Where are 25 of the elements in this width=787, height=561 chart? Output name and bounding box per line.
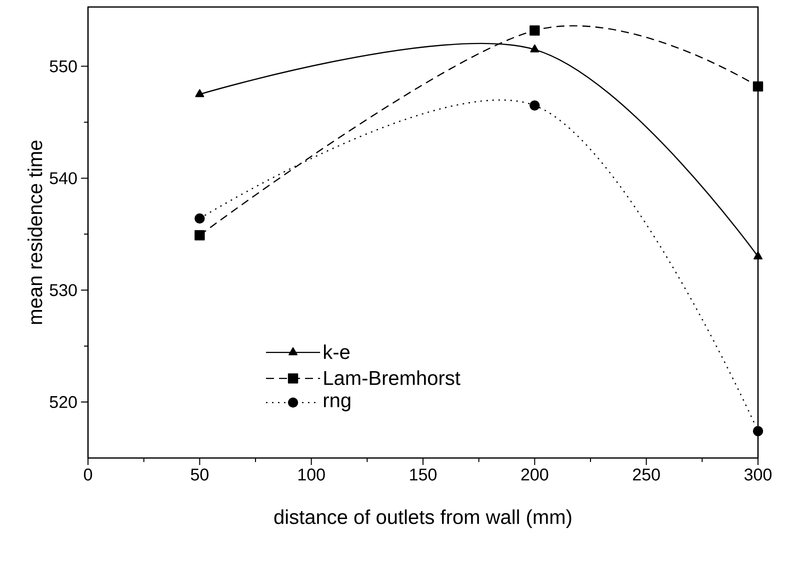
point — [530, 25, 540, 36]
y-axis-title: mean residence time — [28, 140, 42, 324]
x-axis-title: distance of outlets from wall (mm) — [274, 509, 572, 528]
point — [195, 89, 204, 98]
y-tick-label: 520 — [50, 396, 77, 408]
x-tick-label: 200 — [521, 468, 548, 481]
legend-label: rng — [324, 396, 350, 412]
x-tick-label: 0 — [84, 468, 92, 481]
x-tick-label: 300 — [744, 468, 772, 481]
legend-label: Lam-Bremhorst — [324, 370, 460, 386]
y-tick-label: 530 — [50, 284, 77, 296]
point — [530, 44, 540, 52]
x-tick-label: 50 — [190, 468, 208, 481]
point — [752, 426, 764, 436]
legend-label: k-e — [324, 344, 350, 360]
x-tick-label: 250 — [633, 468, 660, 481]
point — [752, 81, 764, 92]
point — [530, 100, 540, 111]
x-tick-label: 150 — [410, 468, 437, 481]
x-tick-label: 100 — [298, 468, 325, 481]
point — [194, 213, 205, 224]
point — [754, 251, 762, 260]
y-tick-label: 550 — [50, 60, 77, 72]
y-tick-label: 540 — [50, 172, 77, 184]
point — [194, 230, 205, 240]
